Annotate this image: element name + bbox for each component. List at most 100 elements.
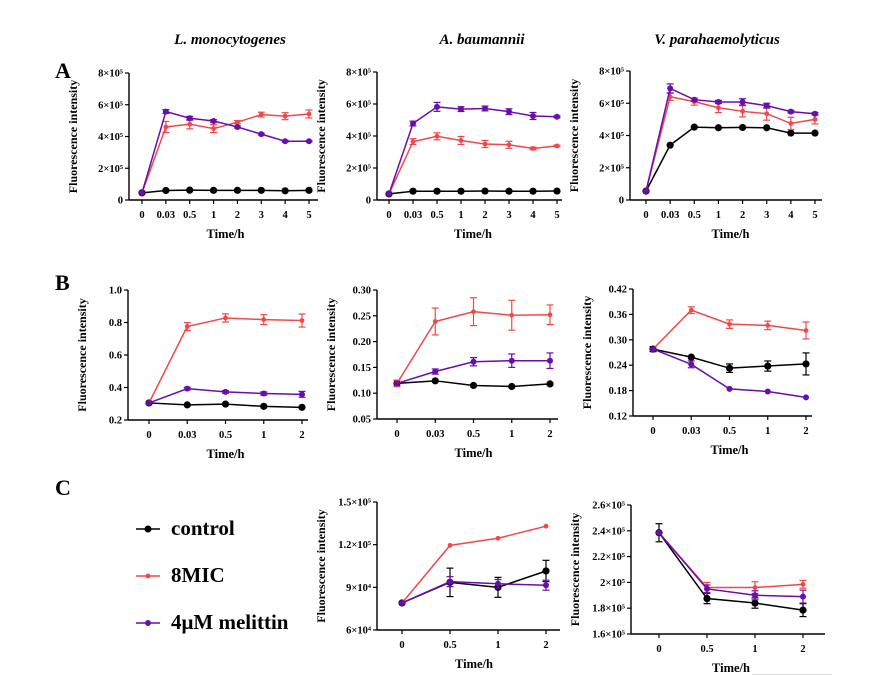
data-point-4-m-melittin xyxy=(691,96,698,103)
series-line-control xyxy=(658,532,804,611)
y-tick-label: 0.42 xyxy=(609,285,627,296)
data-point-control xyxy=(542,567,550,575)
data-point-4-m-melittin xyxy=(554,113,560,120)
series-line-8mic xyxy=(401,525,547,604)
x-axis-label: Time/h xyxy=(455,657,493,671)
y-tick-label: 6×10⁵ xyxy=(98,100,123,111)
data-point-control xyxy=(433,187,441,195)
data-point-8mic xyxy=(447,542,453,548)
data-point-control xyxy=(457,187,465,195)
data-point-control xyxy=(738,123,747,132)
data-point-4-m-melittin xyxy=(482,105,488,112)
data-point-4-m-melittin xyxy=(410,120,416,127)
legend-marker-melittin xyxy=(136,619,160,626)
x-tick-label: 2 xyxy=(547,429,552,440)
x-tick-label: 0.5 xyxy=(688,210,701,221)
data-point-8mic xyxy=(509,312,515,318)
data-point-4-m-melittin xyxy=(299,391,305,398)
data-point-4-m-melittin xyxy=(186,115,193,122)
y-tick-label: 0.2 xyxy=(109,416,122,427)
data-point-4-m-melittin xyxy=(234,123,241,130)
data-point-8mic xyxy=(765,323,771,328)
legend-item-8mic: 8MIC xyxy=(135,552,288,599)
data-point-4-m-melittin xyxy=(726,385,733,392)
series-line-8mic xyxy=(141,113,310,194)
data-point-control xyxy=(764,362,772,370)
series-line-4-m-melittin xyxy=(645,87,816,192)
data-point-4-m-melittin xyxy=(386,190,392,197)
x-tick-label: 0 xyxy=(394,429,399,440)
data-point-4-m-melittin xyxy=(508,357,515,364)
data-point-control xyxy=(690,123,698,131)
x-tick-label: 4 xyxy=(283,210,289,221)
x-tick-label: 1 xyxy=(261,430,266,441)
data-point-control xyxy=(233,186,242,194)
x-tick-label: 0.5 xyxy=(467,429,480,440)
x-tick-label: 0.03 xyxy=(157,210,175,221)
x-tick-label: 1 xyxy=(495,640,500,651)
data-point-4-m-melittin xyxy=(260,390,267,397)
y-tick-label: 1.6×10⁵ xyxy=(592,630,625,641)
y-axis-label: Fluorescence intensity xyxy=(568,513,582,626)
data-point-control xyxy=(666,141,674,149)
x-tick-label: 1 xyxy=(716,210,721,221)
data-point-8mic xyxy=(458,138,464,143)
data-point-8mic xyxy=(184,324,190,329)
data-point-4-m-melittin xyxy=(800,593,806,600)
panel-letter-b: B xyxy=(55,270,70,295)
legend-label-melittin: 4μM melittin xyxy=(171,610,289,634)
y-tick-label: 6×10⁴ xyxy=(346,626,372,637)
y-tick-label: 8×10⁵ xyxy=(599,67,624,78)
data-point-control xyxy=(799,606,807,614)
data-point-control xyxy=(409,187,417,195)
data-point-control xyxy=(221,400,230,408)
x-tick-label: 3 xyxy=(764,210,769,221)
column-title-a-baumannii: A. baumannii xyxy=(439,32,525,48)
data-point-control xyxy=(469,381,478,390)
data-point-4-m-melittin xyxy=(447,578,453,585)
legend-label-control: control xyxy=(171,516,235,540)
y-axis-label: Fluorescence intensity xyxy=(567,79,581,192)
column-title-v-parahaemolyticus: V. parahaemolyticus xyxy=(654,32,780,48)
x-tick-label: 1 xyxy=(765,426,770,437)
data-point-control xyxy=(505,187,513,195)
x-axis-label: Time/h xyxy=(711,443,749,457)
y-tick-label: 8×10⁵ xyxy=(98,69,123,80)
data-point-4-m-melittin xyxy=(470,358,477,365)
data-point-4-m-melittin xyxy=(547,357,553,364)
data-point-control xyxy=(257,186,265,194)
y-tick-label: 2×10⁵ xyxy=(600,578,625,589)
data-point-4-m-melittin xyxy=(162,108,169,115)
data-point-4-m-melittin xyxy=(643,188,649,195)
data-point-4-m-melittin xyxy=(650,346,656,353)
x-tick-label: 0 xyxy=(386,210,391,221)
y-tick-label: 2×10⁵ xyxy=(98,164,123,175)
x-tick-label: 1 xyxy=(211,210,216,221)
series-line-4-m-melittin xyxy=(401,580,547,604)
y-tick-label: 9×10⁴ xyxy=(346,583,372,594)
x-tick-label: 4 xyxy=(788,210,794,221)
data-point-4-m-melittin xyxy=(764,388,771,395)
data-point-8mic xyxy=(299,318,305,323)
legend-item-control: control xyxy=(135,505,288,552)
x-tick-label: 0 xyxy=(139,210,144,221)
series-line-8mic xyxy=(388,135,558,195)
data-point-8mic xyxy=(547,312,553,318)
series-line-4-m-melittin xyxy=(388,106,558,195)
panel-letter-a: A xyxy=(55,58,71,83)
y-tick-label: 0.36 xyxy=(609,310,627,321)
y-tick-label: 1.0 xyxy=(109,286,122,297)
y-tick-label: 4×10⁵ xyxy=(346,132,371,143)
y-tick-label: 2.2×10⁵ xyxy=(592,552,625,563)
data-point-4-m-melittin xyxy=(434,103,440,110)
data-point-control xyxy=(751,599,759,607)
x-tick-label: 0 xyxy=(399,640,404,651)
y-tick-label: 1.2×10⁵ xyxy=(338,540,371,551)
column-title-l-monocytogenes: L. monocytogenes xyxy=(174,32,286,48)
legend-marker-control xyxy=(136,525,160,532)
legend: control 8MIC 4μM melittin xyxy=(135,505,288,646)
x-axis-label: Time/h xyxy=(455,446,493,460)
